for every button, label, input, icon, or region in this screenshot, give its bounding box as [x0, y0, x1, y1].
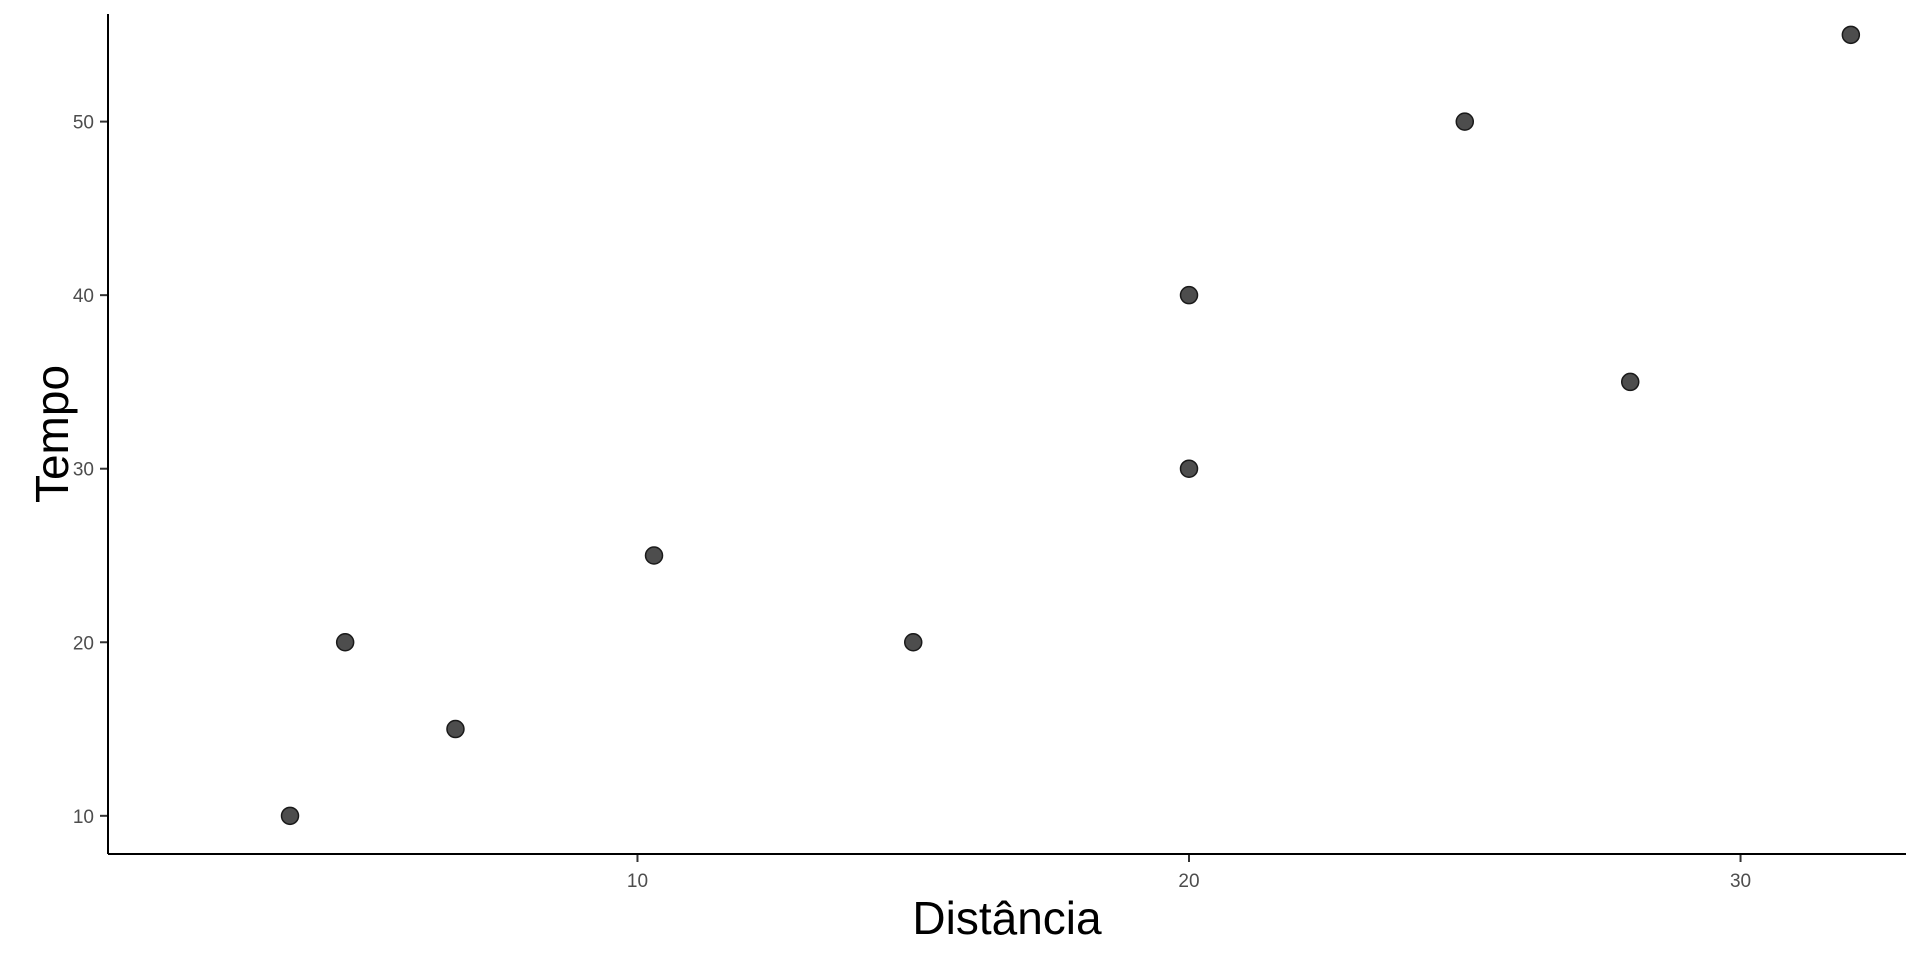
scatter-point — [1179, 459, 1199, 478]
scatter-point — [1455, 112, 1475, 131]
scatter-point — [903, 633, 923, 652]
x-axis-ticks: 10 20 30 — [627, 854, 1751, 892]
y-tick-label: 30 — [73, 460, 94, 481]
y-tick-label: 10 — [73, 807, 94, 828]
x-tick-label: 30 — [1730, 871, 1751, 892]
scatter-point — [446, 719, 465, 739]
y-axis-ticks: 10 20 30 40 50 — [73, 113, 108, 828]
scatter-point — [280, 806, 300, 826]
y-tick-label: 20 — [73, 633, 94, 654]
scatter-point — [1841, 25, 1861, 45]
y-axis-title: Tempo — [26, 365, 78, 503]
scatter-point — [1179, 285, 1199, 305]
points-layer — [280, 25, 1861, 826]
x-tick-label: 10 — [627, 871, 648, 892]
x-tick-label: 20 — [1178, 871, 1199, 892]
scatter-point — [335, 633, 355, 652]
y-tick-label: 50 — [73, 113, 94, 134]
y-tick-label: 40 — [73, 286, 94, 307]
scatter-point — [644, 546, 664, 565]
x-axis-title: Distância — [912, 892, 1102, 944]
scatter-point — [1620, 372, 1640, 392]
